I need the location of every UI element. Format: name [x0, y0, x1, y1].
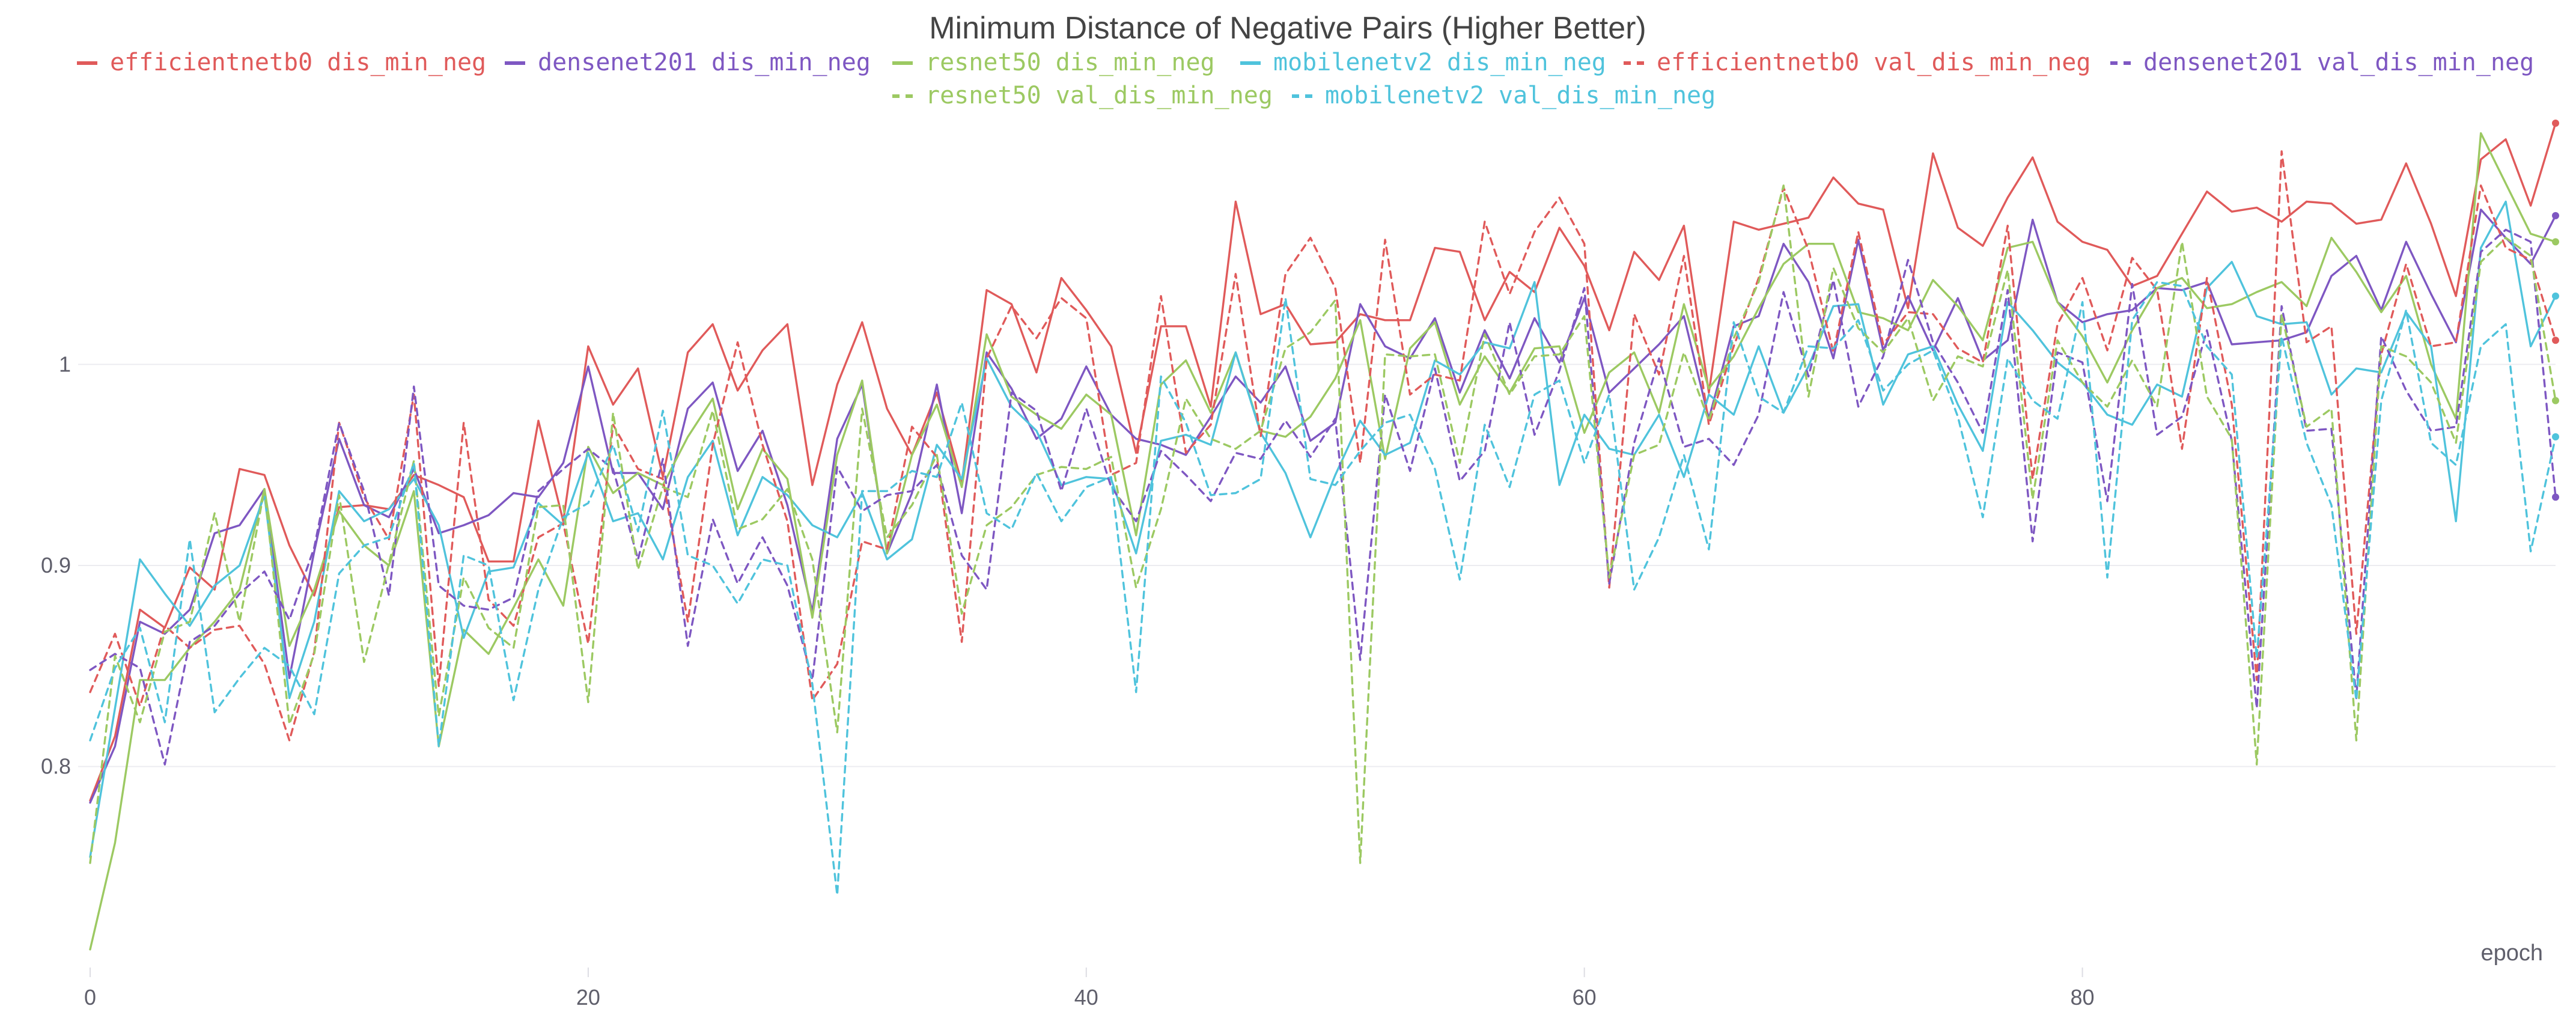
series-line[interactable]: [89, 228, 2557, 766]
legend-item[interactable]: mobilenetv2 dis_min_neg: [1240, 49, 1606, 76]
x-axis-label: epoch: [2480, 940, 2543, 966]
legend-item[interactable]: mobilenetv2 val_dis_min_neg: [1292, 82, 1716, 109]
legend-item[interactable]: densenet201 val_dis_min_neg: [2110, 49, 2534, 76]
legend-label: densenet201 val_dis_min_neg: [2143, 49, 2534, 76]
series-line[interactable]: [89, 150, 2557, 742]
series-end-point: [2552, 292, 2559, 300]
y-tick-label: 0.8: [41, 754, 71, 778]
series-end-point: [2552, 120, 2559, 127]
series-line[interactable]: [89, 209, 2557, 804]
plot-area: [89, 120, 2559, 951]
series-line[interactable]: [89, 281, 2557, 897]
series-end-point: [2552, 212, 2559, 219]
legend-item[interactable]: efficientnetb0 dis_min_neg: [77, 49, 486, 76]
legend-item[interactable]: efficientnetb0 val_dis_min_neg: [1624, 49, 2090, 76]
legend-label: resnet50 dis_min_neg: [925, 49, 1215, 76]
x-tick-label: 60: [1573, 985, 1597, 1010]
series-end-point: [2552, 433, 2559, 440]
x-tick-label: 40: [1074, 985, 1098, 1010]
legend-label: efficientnetb0 val_dis_min_neg: [1657, 49, 2090, 76]
series-line[interactable]: [89, 122, 2557, 802]
y-tick-label: 0.9: [41, 553, 71, 578]
x-axis: 0 20 40 60 80: [84, 968, 2095, 1010]
legend-label: densenet201 dis_min_neg: [538, 49, 871, 76]
legend-label: efficientnetb0 dis_min_neg: [110, 49, 486, 76]
y-tick-label: 1: [59, 352, 71, 376]
x-tick-label: 0: [84, 985, 96, 1010]
legend-item[interactable]: resnet50 val_dis_min_neg: [892, 82, 1273, 109]
chart-title: Minimum Distance of Negative Pairs (High…: [929, 11, 1646, 46]
legend: efficientnetb0 dis_min_neg densenet201 di…: [77, 49, 2534, 109]
series-end-point: [2552, 337, 2559, 344]
grid: [78, 364, 2556, 767]
series-end-point: [2552, 493, 2559, 501]
series-line[interactable]: [89, 132, 2557, 951]
y-axis: 0.8 0.9 1: [41, 352, 71, 778]
legend-item[interactable]: resnet50 dis_min_neg: [892, 49, 1215, 76]
legend-label: resnet50 val_dis_min_neg: [925, 82, 1273, 109]
series-end-point: [2552, 397, 2559, 404]
series-end-point: [2552, 238, 2559, 246]
x-tick-label: 80: [2071, 985, 2095, 1010]
series-line[interactable]: [89, 200, 2557, 858]
legend-label: mobilenetv2 dis_min_neg: [1273, 49, 1606, 76]
series-line[interactable]: [89, 184, 2557, 864]
legend-label: mobilenetv2 val_dis_min_neg: [1325, 82, 1716, 109]
x-tick-label: 20: [576, 985, 600, 1010]
legend-item[interactable]: densenet201 dis_min_neg: [505, 49, 871, 76]
